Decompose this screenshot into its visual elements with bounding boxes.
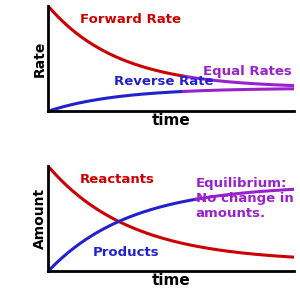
Text: Products: Products [92, 246, 159, 259]
Text: Reverse Rate: Reverse Rate [114, 75, 214, 88]
Text: Equal Rates: Equal Rates [203, 65, 292, 78]
Text: Forward Rate: Forward Rate [80, 13, 181, 26]
Y-axis label: Amount: Amount [33, 188, 46, 249]
X-axis label: time: time [152, 113, 190, 128]
Y-axis label: Rate: Rate [33, 40, 46, 77]
Text: Reactants: Reactants [80, 173, 155, 186]
Text: Equilibrium:
No change in
amounts.: Equilibrium: No change in amounts. [196, 177, 293, 219]
X-axis label: time: time [152, 273, 190, 288]
